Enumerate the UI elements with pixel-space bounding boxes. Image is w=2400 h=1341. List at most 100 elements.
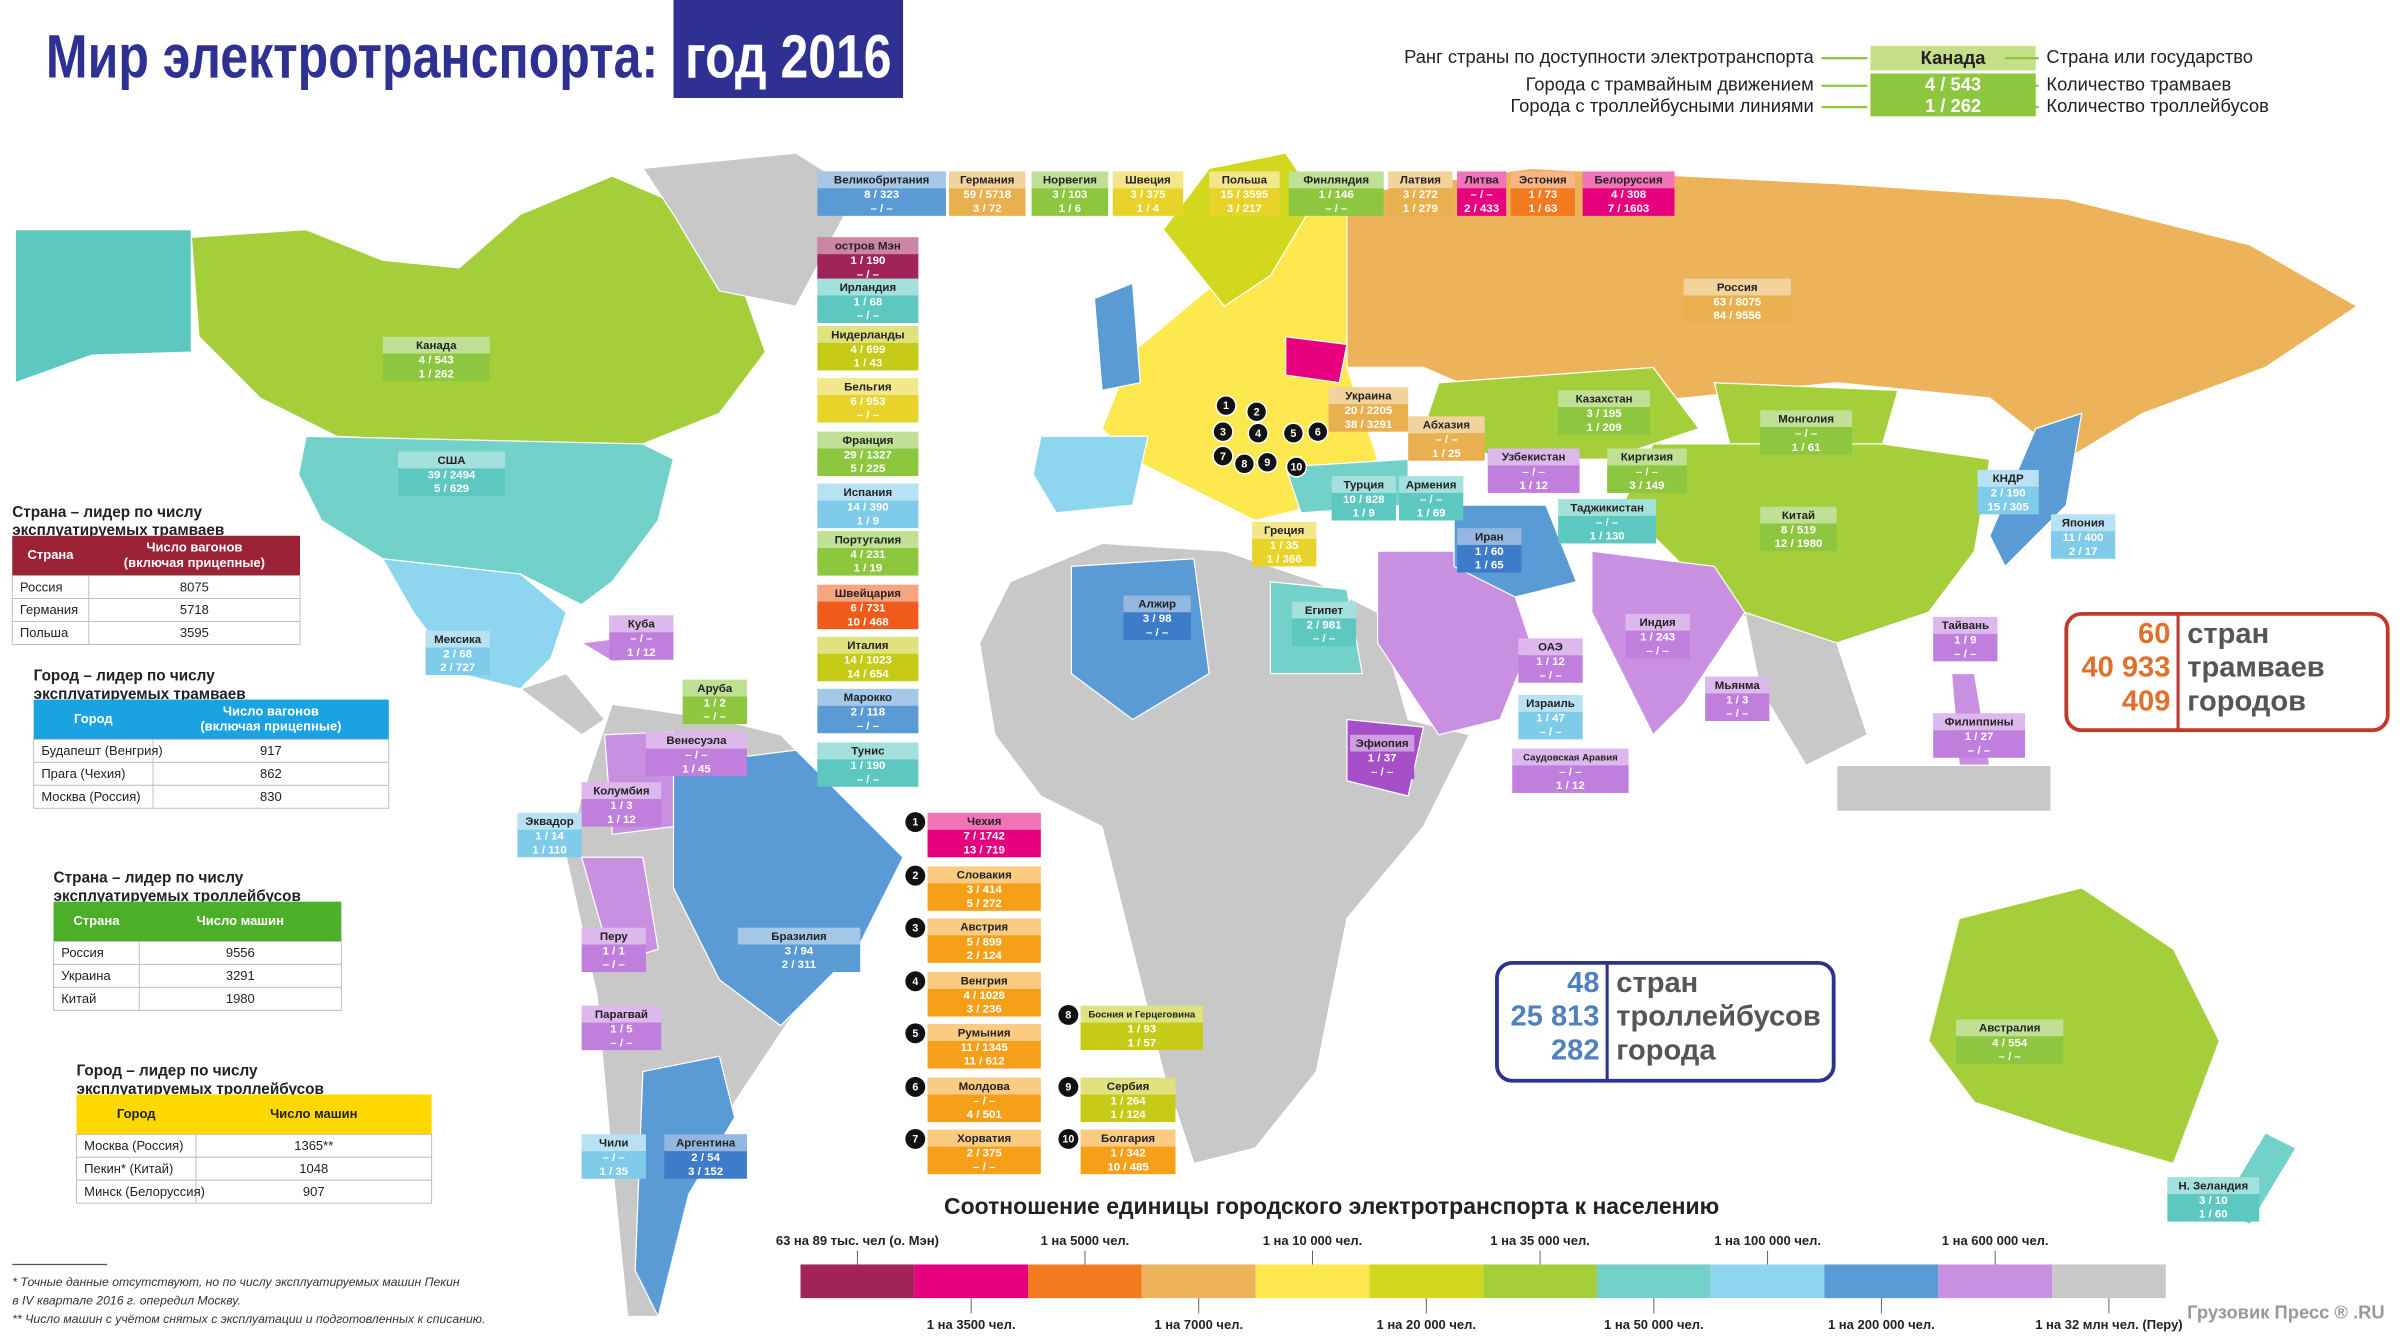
table-cell: 1980 — [226, 991, 255, 1006]
table-title: Город – лидер по числу — [34, 668, 216, 685]
trolley-count: – / – — [1539, 670, 1562, 682]
map-marker-number: 10 — [1290, 461, 1302, 473]
tram-count: 14 / 1023 — [844, 655, 892, 667]
label-header-tint — [1582, 171, 1675, 189]
country-name: Латвия — [1400, 175, 1441, 187]
label-body — [817, 394, 919, 423]
tram-count: 3 / 98 — [1143, 613, 1172, 625]
table-title: Город – лидер по числу — [77, 1063, 259, 1080]
trolley-count: 12 / 1980 — [1775, 538, 1823, 550]
trolley-count: 5 / 629 — [434, 483, 469, 495]
map-marker-number: 3 — [1220, 426, 1226, 438]
label-body — [397, 468, 506, 496]
tram-count: 1 / 146 — [1319, 189, 1354, 201]
label-header-tint — [817, 378, 919, 395]
label-body — [1112, 188, 1184, 216]
label-header — [1977, 469, 2039, 487]
label-body — [1328, 404, 1409, 432]
label-header — [817, 171, 946, 189]
table-header — [12, 535, 300, 576]
label-header-tint — [1291, 601, 1357, 619]
label-header — [817, 431, 919, 449]
table-title: эксплуатируемых трамваев — [12, 522, 224, 539]
label-body — [927, 1040, 1041, 1069]
label-header — [1518, 638, 1583, 656]
trolley-count: 1 / 61 — [1792, 442, 1821, 454]
country-name: Куба — [628, 619, 655, 631]
totals-label: трамваев — [2187, 652, 2324, 684]
country-name: Чили — [599, 1138, 628, 1150]
trolley-count: 1 / 279 — [1403, 203, 1438, 215]
title-year: год 2016 — [685, 22, 892, 90]
scale-swatch — [1710, 1264, 1825, 1299]
label-body — [645, 748, 747, 777]
scale-swatch — [2052, 1264, 2166, 1299]
table-cell: Россия — [61, 945, 104, 960]
rank-badge — [905, 971, 926, 992]
trolley-count: 1 / 45 — [682, 763, 711, 775]
trolley-count: – / – — [857, 310, 880, 322]
label-header — [1933, 616, 1998, 634]
tram-count: 63 / 8075 — [1713, 296, 1761, 308]
label-header — [382, 336, 490, 354]
country-name: Египет — [1305, 605, 1344, 617]
label-header-tint — [581, 1005, 662, 1023]
country-name: США — [437, 455, 465, 467]
scale-swatch — [800, 1264, 915, 1299]
trolley-count: 3 / 149 — [1629, 480, 1664, 492]
tram-count: 3 / 414 — [967, 884, 1003, 896]
label-header — [1705, 676, 1770, 694]
footnote: в IV квартале 2016 г. опередил Москву. — [12, 1293, 241, 1307]
rank-badge — [1058, 1004, 1079, 1025]
rank-badge — [905, 865, 926, 886]
country-name: Словакия — [957, 870, 1012, 882]
trolley-count: – / – — [1726, 708, 1749, 720]
tram-count: 2 / 190 — [1991, 488, 2026, 500]
tram-count: – / – — [685, 749, 708, 761]
tram-count: 14 / 390 — [847, 501, 888, 513]
table-header-cell: Число машин — [270, 1106, 357, 1121]
tram-count: 1 / 35 — [1270, 540, 1299, 552]
scale-label: 1 на 600 000 чел. — [1942, 1233, 2049, 1248]
country-name: Великобритания — [834, 175, 929, 187]
label-body — [1518, 711, 1583, 740]
label-header-tint — [927, 972, 1041, 989]
label-header-tint — [1705, 676, 1770, 694]
label-header — [1487, 448, 1580, 466]
label-body — [927, 988, 1041, 1017]
label-header-tint — [581, 1134, 646, 1152]
label-header-tint — [1487, 448, 1580, 466]
country-name: Австрия — [960, 922, 1008, 934]
label-header — [1398, 476, 1464, 493]
key-label: Страна или государство — [2046, 46, 2253, 67]
trolley-count: 1 / 69 — [1417, 508, 1446, 520]
label-header — [1457, 171, 1507, 189]
label-body — [1487, 465, 1580, 493]
trolley-count: – / – — [870, 203, 893, 215]
country-name: Япония — [2062, 518, 2105, 530]
footnote: * Точные данные отсутствуют, но по числу… — [12, 1275, 460, 1289]
tram-count: 1 / 37 — [1368, 753, 1397, 765]
label-header — [682, 679, 747, 697]
map-marker — [1212, 445, 1234, 467]
country-name: Марокко — [844, 692, 892, 704]
label-body — [817, 188, 946, 216]
trolley-count: – / – — [857, 410, 880, 422]
trolley-count: 1 / 63 — [1529, 203, 1558, 215]
tram-count: – / – — [973, 1095, 996, 1107]
label-header-tint — [1328, 387, 1409, 405]
label-header — [927, 1129, 1041, 1147]
rank-badge — [905, 812, 926, 833]
map-marker — [1212, 420, 1234, 443]
label-body — [817, 601, 919, 630]
label-body — [817, 254, 919, 282]
totals-box — [1495, 960, 1836, 1083]
label-header-tint — [2051, 514, 2116, 532]
trolley-count: – / – — [1313, 633, 1336, 645]
label-body — [817, 342, 919, 371]
tram-count: – / – — [1559, 766, 1582, 778]
country-name: Чехия — [967, 816, 1001, 828]
label-body — [664, 1151, 747, 1179]
country-name: Россия — [1717, 282, 1758, 294]
trolley-count: 1 / 43 — [854, 358, 883, 370]
